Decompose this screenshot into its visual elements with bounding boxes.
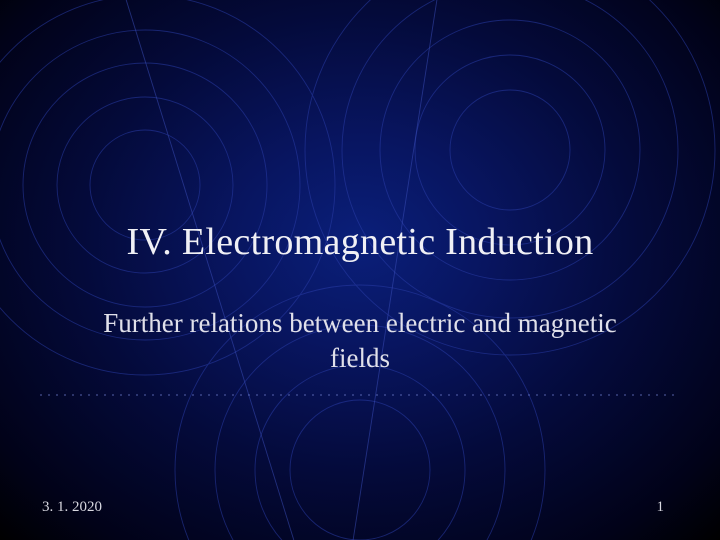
slide-content: IV. Electromagnetic Induction Further re… (0, 0, 720, 540)
slide: IV. Electromagnetic Induction Further re… (0, 0, 720, 540)
slide-title: IV. Electromagnetic Induction (126, 220, 593, 264)
footer-page-number: 1 (657, 499, 665, 516)
footer-date: 3. 1. 2020 (42, 499, 102, 516)
slide-subtitle: Further relations between electric and m… (80, 306, 640, 375)
